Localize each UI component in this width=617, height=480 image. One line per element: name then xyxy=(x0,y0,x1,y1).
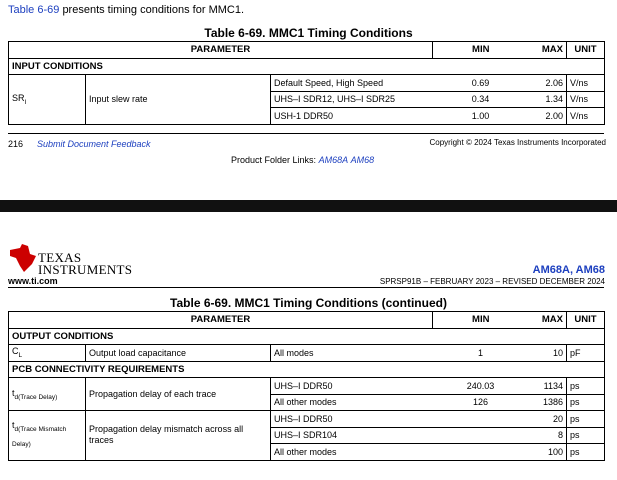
max: 10 xyxy=(528,344,567,362)
symbol-sub: d(Trace Mismatch Delay) xyxy=(12,426,67,449)
unit: ps xyxy=(566,426,605,444)
description: Propagation delay of each trace xyxy=(85,377,271,411)
copyright: Copyright © 2024 Texas Instruments Incor… xyxy=(429,138,606,147)
max: 20 xyxy=(528,410,567,428)
header-cell: MIN xyxy=(432,41,529,59)
max: 100 xyxy=(528,443,567,461)
logo-text: TEXAS xyxy=(38,250,82,265)
table: PARAMETER MIN MAX UNIT OUTPUT CONDITIONS CL… xyxy=(8,311,605,461)
table: PARAMETER MIN MAX UNIT INPUT CONDITIONS SRI… xyxy=(8,41,605,125)
min: 0.34 xyxy=(432,90,529,108)
max: 1134 xyxy=(528,377,567,395)
condition: All modes xyxy=(270,344,433,362)
condition: UHS–I SDR104 xyxy=(270,426,433,444)
condition: All other modes xyxy=(270,443,433,461)
unit: ps xyxy=(566,410,605,428)
max: 1.34 xyxy=(528,90,567,108)
header-cell: UNIT xyxy=(566,311,605,329)
page-break xyxy=(0,200,617,212)
feedback-link[interactable]: Submit Document Feedback xyxy=(37,139,151,149)
section-row: INPUT CONDITIONS xyxy=(8,57,605,75)
product-links: Product Folder Links: AM68A AM68 xyxy=(231,155,374,165)
symbol: td(Trace Delay) xyxy=(8,377,86,411)
page-number: 216 xyxy=(8,139,24,149)
condition: UHS–I DDR50 xyxy=(270,410,433,428)
part-numbers: AM68A, AM68 xyxy=(532,264,605,276)
intro-text: presents timing conditions for MMC1. xyxy=(62,4,245,16)
condition: UHS–I SDR12, UHS–I SDR25 xyxy=(270,90,433,108)
site: www.ti.com xyxy=(8,276,58,286)
condition: All other modes xyxy=(270,393,433,411)
symbol-text: C xyxy=(12,346,19,357)
description: Propagation delay mismatch across all tr… xyxy=(85,410,271,461)
symbol-text: SR xyxy=(12,92,25,103)
header-cell: MAX xyxy=(528,41,567,59)
condition: UHS–I DDR50 xyxy=(270,377,433,395)
unit: ps xyxy=(566,393,605,411)
min: 1.00 xyxy=(432,107,529,125)
table-title: Table 6-69. MMC1 Timing Conditions xyxy=(204,26,413,40)
description: Output load capacitance xyxy=(85,344,271,362)
header-cell: PARAMETER xyxy=(8,41,433,59)
intro: Table 6-69 presents timing conditions fo… xyxy=(8,4,244,16)
min: 126 xyxy=(432,393,529,411)
section-row: OUTPUT CONDITIONS xyxy=(8,327,605,345)
table-title: Table 6-69. MMC1 Timing Conditions (cont… xyxy=(170,296,447,310)
max: 1386 xyxy=(528,393,567,411)
links-label: Product Folder Links: xyxy=(231,155,317,165)
logo-text: INSTRUMENTS xyxy=(38,262,133,277)
min xyxy=(432,443,529,461)
max: 2.00 xyxy=(528,107,567,125)
max: 2.06 xyxy=(528,74,567,92)
header-cell: UNIT xyxy=(566,41,605,59)
doc-id: SPRSP91B – FEBRUARY 2023 – REVISED DECEM… xyxy=(379,277,605,286)
symbol-sub: I xyxy=(24,98,27,106)
symbol-text: t xyxy=(12,387,15,398)
symbol: CL xyxy=(8,344,86,362)
section-row: PCB CONNECTIVITY REQUIREMENTS xyxy=(8,360,605,378)
min: 1 xyxy=(432,344,529,362)
min xyxy=(432,426,529,444)
ti-logo xyxy=(10,244,36,272)
min: 240.03 xyxy=(432,377,529,395)
header-rule xyxy=(8,287,604,288)
unit: V/ns xyxy=(566,74,605,92)
unit: pF xyxy=(566,344,605,362)
unit: V/ns xyxy=(566,90,605,108)
symbol: td(Trace Mismatch Delay) xyxy=(8,410,86,461)
symbol-text: t xyxy=(12,420,15,431)
footer-rule xyxy=(8,133,604,134)
min xyxy=(432,410,529,428)
table-link[interactable]: Table 6-69 xyxy=(8,4,60,16)
condition: USH-1 DDR50 xyxy=(270,107,433,125)
min: 0.69 xyxy=(432,74,529,92)
condition: Default Speed, High Speed xyxy=(270,74,433,92)
header-cell: MIN xyxy=(432,311,529,329)
max: 8 xyxy=(528,426,567,444)
header-cell: MAX xyxy=(528,311,567,329)
product-link[interactable]: AM68A xyxy=(318,155,349,165)
description: Input slew rate xyxy=(85,74,271,125)
symbol-sub: d(Trace Delay) xyxy=(14,393,58,401)
product-link[interactable]: AM68 xyxy=(350,155,375,165)
unit: V/ns xyxy=(566,107,605,125)
symbol: SRI xyxy=(8,74,86,125)
unit: ps xyxy=(566,377,605,395)
symbol-sub: L xyxy=(18,352,23,360)
unit: ps xyxy=(566,443,605,461)
header-cell: PARAMETER xyxy=(8,311,433,329)
